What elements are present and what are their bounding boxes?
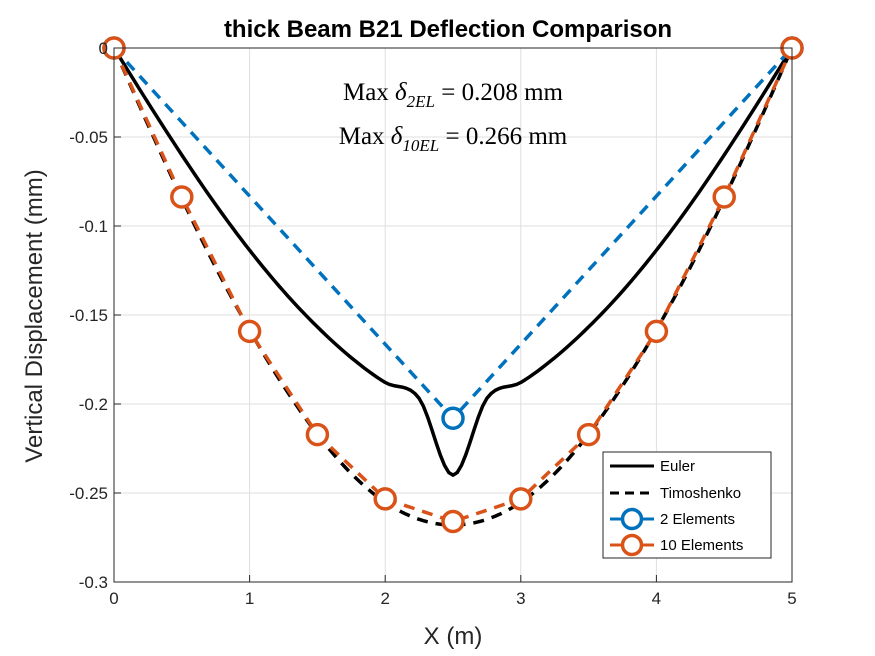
y-tick-label: -0.05 xyxy=(69,128,108,147)
data-point-2-elements xyxy=(441,406,465,430)
y-tick-label: -0.15 xyxy=(69,306,108,325)
data-point-10-elements xyxy=(237,319,262,344)
legend-item-2-elements: 2 Elements xyxy=(610,507,735,531)
legend-label-2-elements: 2 Elements xyxy=(660,511,735,528)
y-tick-label: -0.3 xyxy=(79,573,108,592)
legend-item-euler: Euler xyxy=(610,458,695,475)
series-line-euler xyxy=(112,47,794,477)
chart-title: thick Beam B21 Deflection Comparison xyxy=(224,16,672,43)
legend-marker-10-elements xyxy=(620,533,644,557)
annotation-max-2el: Max δ2EL = 0.208 mm xyxy=(343,79,564,113)
y-tick-label: 0 xyxy=(99,39,108,58)
x-tick-label: 4 xyxy=(652,589,661,608)
y-axis-label: Vertical Displacement (mm) xyxy=(21,169,48,462)
data-point-10-elements xyxy=(170,185,194,209)
legend: Euler Timoshenko 2 Elements 10 Elements xyxy=(602,451,772,559)
data-point-10-elements xyxy=(305,422,330,447)
data-point-10-elements xyxy=(644,319,669,344)
y-tick-label: -0.2 xyxy=(79,395,108,414)
x-tick-label: 0 xyxy=(109,589,118,608)
series-line-10-elements xyxy=(112,47,794,524)
legend-label-timoshenko: Timoshenko xyxy=(660,485,741,502)
x-tick-label: 3 xyxy=(516,589,525,608)
y-tick-label: -0.1 xyxy=(79,217,108,236)
legend-item-timoshenko: Timoshenko xyxy=(610,485,741,502)
data-point-10-elements xyxy=(509,487,533,511)
x-tick-label: 5 xyxy=(787,589,796,608)
annotation-max-10el: Max δ10EL = 0.266 mm xyxy=(339,123,568,157)
legend-marker-2-elements xyxy=(620,507,644,531)
axis-ticks: 0 1 2 3 4 5 0 -0.05 -0.1 -0.15 -0.2 -0.25 -0.3 xyxy=(69,39,796,608)
data-point-10-elements xyxy=(576,422,601,447)
x-tick-label: 1 xyxy=(245,589,254,608)
x-axis-label: X (m) xyxy=(424,623,483,650)
legend-label-10-elements: 10 Elements xyxy=(660,537,743,554)
legend-item-10-elements: 10 Elements xyxy=(610,533,743,557)
data-point-10-elements xyxy=(712,185,736,209)
data-point-10-elements xyxy=(373,487,397,511)
legend-label-euler: Euler xyxy=(660,458,695,475)
data-point-10-elements xyxy=(441,509,465,534)
y-tick-label: -0.25 xyxy=(69,484,108,503)
x-tick-label: 2 xyxy=(380,589,389,608)
